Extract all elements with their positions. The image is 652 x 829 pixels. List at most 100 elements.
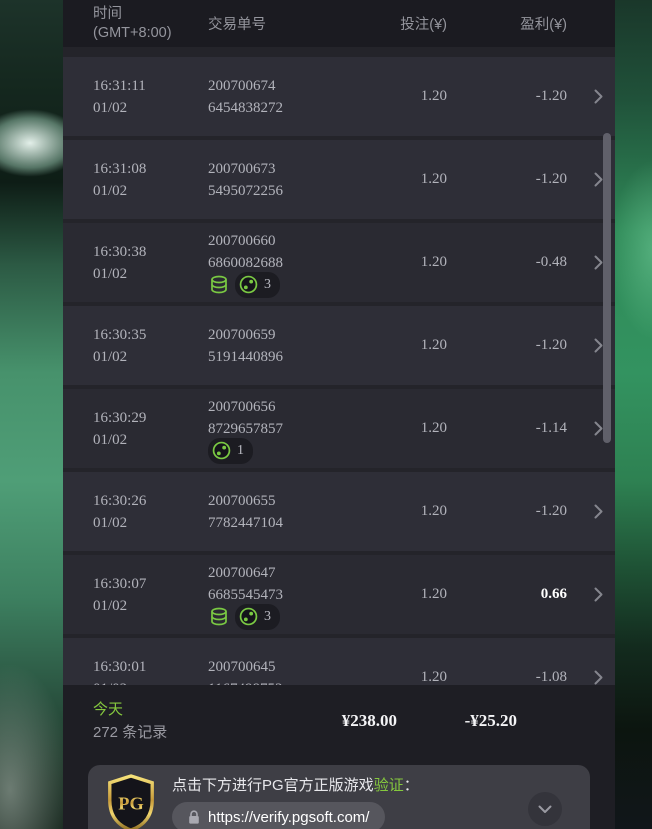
row-transaction: 200700656 8729657857 1 — [208, 396, 357, 464]
spins-count: 3 — [264, 608, 271, 624]
row-profit: -1.20 — [535, 503, 567, 519]
row-detail-arrow[interactable] — [567, 255, 603, 270]
badge-row: 3 — [208, 271, 357, 298]
verify-title: 点击下方进行PG官方正版游戏验证： — [172, 776, 419, 796]
row-time-clock: 16:30:01 — [93, 658, 147, 675]
row-bet: 1.20 — [420, 171, 447, 187]
row-bet: 1.20 — [420, 88, 447, 104]
row-time-clock: 16:30:26 — [93, 492, 147, 509]
row-bet: 1.20 — [420, 503, 447, 519]
summary-period: 今天 272 条记录 — [93, 698, 298, 744]
row-time-date: 01/02 — [93, 99, 128, 116]
chevron-right-icon — [594, 670, 603, 685]
summary-total-profit: -¥25.20 — [464, 711, 517, 730]
row-time-clock: 16:30:35 — [93, 326, 147, 343]
scrollbar-thumb[interactable] — [603, 133, 611, 443]
row-detail-arrow[interactable] — [567, 338, 603, 353]
table-row[interactable]: 16:30:38 01/02 200700660 6860082688 — [63, 223, 615, 302]
row-bet: 1.20 — [420, 586, 447, 602]
row-time-clock: 16:30:38 — [93, 243, 147, 260]
chevron-right-icon — [594, 421, 603, 436]
row-id-line1: 200700673 — [208, 160, 276, 177]
row-transaction: 200700660 6860082688 3 — [208, 230, 357, 298]
chevron-down-icon — [538, 805, 552, 813]
row-id-line1: 200700647 — [208, 564, 276, 581]
row-detail-arrow[interactable] — [567, 89, 603, 104]
row-bet: 1.20 — [420, 420, 447, 436]
row-time: 16:30:35 01/02 — [93, 324, 208, 368]
verify-url-text: https://verify.pgsoft.com/ — [208, 808, 370, 826]
table-row[interactable]: 16:30:07 01/02 200700647 6685545473 — [63, 555, 615, 634]
row-id-line2: 6860082688 — [208, 254, 283, 271]
row-time-date: 01/02 — [93, 514, 128, 531]
row-id-line2: 7782447104 — [208, 514, 283, 531]
row-id-line1: 200700674 — [208, 77, 276, 94]
row-time-clock: 16:31:08 — [93, 160, 147, 177]
chevron-right-icon — [594, 587, 603, 602]
row-time-date: 01/02 — [93, 182, 128, 199]
background-game-art-left — [0, 0, 63, 829]
row-id-line2: 6685545473 — [208, 586, 283, 603]
row-time-date: 01/02 — [93, 597, 128, 614]
collapse-panel-button[interactable] — [528, 792, 562, 826]
row-time-clock: 16:31:11 — [93, 77, 146, 94]
row-time: 16:30:07 01/02 — [93, 573, 208, 617]
lock-icon — [189, 809, 199, 824]
row-transaction: 200700673 5495072256 — [208, 158, 357, 202]
row-detail-arrow[interactable] — [567, 421, 603, 436]
row-bet: 1.20 — [420, 337, 447, 353]
spins-badge: 3 — [235, 271, 280, 298]
chevron-right-icon — [594, 504, 603, 519]
table-row[interactable]: 16:31:08 01/02 200700673 5495072256 — [63, 140, 615, 219]
verify-text-block: 点击下方进行PG官方正版游戏验证： https://verify.pgsoft.… — [172, 776, 419, 829]
row-time: 16:31:11 01/02 — [93, 75, 208, 119]
table-row[interactable]: 16:30:26 01/02 200700655 7782447104 — [63, 472, 615, 551]
table-row[interactable]: 16:30:01 01/02 200700645 1167498752 — [63, 638, 615, 685]
row-profit: -1.14 — [535, 420, 567, 436]
row-time: 16:31:08 01/02 — [93, 158, 208, 202]
row-id-line1: 200700656 — [208, 398, 276, 415]
row-transaction: 200700647 6685545473 3 — [208, 562, 357, 630]
chevron-right-icon — [594, 172, 603, 187]
table-row[interactable]: 16:30:29 01/02 200700656 8729657857 — [63, 389, 615, 468]
row-transaction: 200700659 5191440896 — [208, 324, 357, 368]
row-time-date: 01/02 — [93, 348, 128, 365]
row-id-line1: 200700655 — [208, 492, 276, 509]
transaction-list[interactable]: 16:31:11 01/02 200700674 6454838272 — [63, 47, 615, 685]
table-row[interactable]: 16:30:35 01/02 200700659 5191440896 — [63, 306, 615, 385]
row-transaction: 200700674 6454838272 — [208, 75, 357, 119]
row-detail-arrow[interactable] — [567, 670, 603, 685]
col-header-timezone: (GMT+8:00) — [93, 24, 172, 41]
row-detail-arrow[interactable] — [567, 504, 603, 519]
row-detail-arrow[interactable] — [567, 587, 603, 602]
row-transaction: 200700645 1167498752 — [208, 656, 357, 686]
chevron-right-icon — [594, 89, 603, 104]
row-time: 16:30:26 01/02 — [93, 490, 208, 534]
table-row[interactable]: 16:31:11 01/02 200700674 6454838272 — [63, 57, 615, 136]
verify-title-highlight: 验证 — [373, 777, 404, 794]
history-panel: 时间 (GMT+8:00) 交易单号 投注(¥) 盈利(¥) 16:31:11 … — [63, 0, 615, 829]
row-id-line2: 8729657857 — [208, 420, 283, 437]
col-header-bet: 投注(¥) — [400, 17, 447, 33]
row-time-date: 01/02 — [93, 431, 128, 448]
row-id-line1: 200700645 — [208, 658, 276, 675]
row-id-line1: 200700659 — [208, 326, 276, 343]
spins-count: 3 — [264, 276, 271, 292]
row-bet: 1.20 — [420, 669, 447, 685]
free-spins-icon — [239, 607, 258, 626]
verify-title-colon: ： — [403, 777, 419, 794]
row-id-line2: 5495072256 — [208, 182, 283, 199]
row-time-date: 01/02 — [93, 678, 208, 686]
row-id-line2: 1167498752 — [208, 678, 357, 686]
row-profit: -1.20 — [535, 88, 567, 104]
pg-logo-text: PG — [118, 794, 143, 814]
row-transaction: 200700655 7782447104 — [208, 490, 357, 534]
verify-url-link[interactable]: https://verify.pgsoft.com/ — [172, 802, 386, 829]
summary-total-bet: ¥238.00 — [341, 711, 397, 730]
row-profit: -0.48 — [535, 254, 567, 270]
spins-badge: 3 — [235, 603, 280, 630]
row-time-clock: 16:30:07 — [93, 575, 147, 592]
row-detail-arrow[interactable] — [567, 172, 603, 187]
coins-icon — [208, 606, 230, 628]
pg-logo-shield-icon: PG — [108, 774, 154, 829]
